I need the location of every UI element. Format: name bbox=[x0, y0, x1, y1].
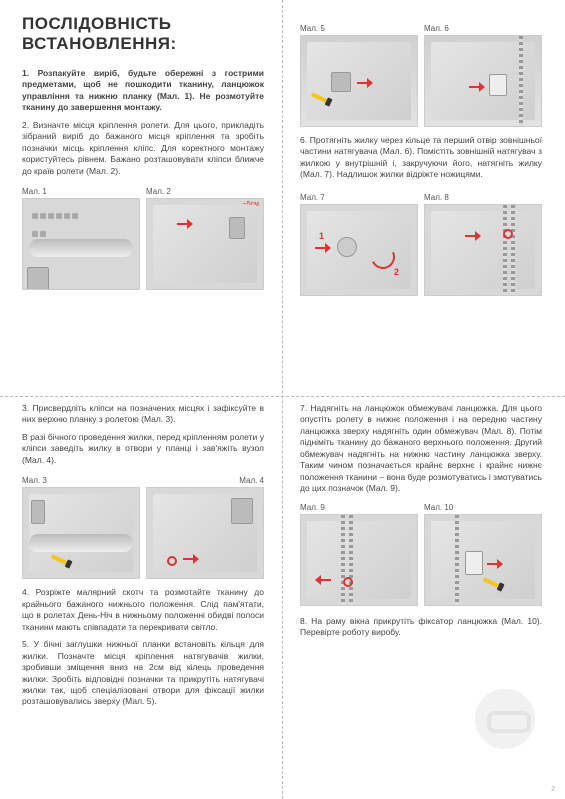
page-number: 2 bbox=[551, 786, 555, 793]
figure-6-illustration bbox=[424, 35, 542, 127]
step-3-text-a: 3. Присвердліть кліпси на позначених міс… bbox=[22, 403, 264, 426]
figures-row-5-6: Мал. 5 Мал. 6 bbox=[300, 24, 542, 127]
figure-3-illustration bbox=[22, 487, 140, 579]
figure-8-label: Мал. 8 bbox=[424, 193, 542, 202]
figure-7-illustration: 1 2 bbox=[300, 204, 418, 296]
step-2-text: 2. Визначте місця кріплення ролети. Для … bbox=[22, 120, 264, 177]
step-6-text: 6. Протягніть жилку через кільце та перш… bbox=[300, 135, 542, 181]
figure-1-label: Мал. 1 bbox=[22, 187, 140, 196]
figure-10-label: Мал. 10 bbox=[424, 503, 542, 512]
step-8-text: 8. На раму вікна прикрутіть фіксатор лан… bbox=[300, 616, 542, 639]
figure-5-label: Мал. 5 bbox=[300, 24, 418, 33]
figure-2-label: Мал. 2 bbox=[146, 187, 264, 196]
figures-row-3-4: Мал. 3 Мал. 4 bbox=[22, 476, 264, 579]
figure-2-illustration: ~5см bbox=[146, 198, 264, 290]
watermark-icon bbox=[475, 689, 535, 749]
figure-7-label: Мал. 7 bbox=[300, 193, 418, 202]
figure-6-label: Мал. 6 bbox=[424, 24, 542, 33]
page-title: ПОСЛІДОВНІСТЬ ВСТАНОВЛЕННЯ: bbox=[22, 14, 264, 54]
horizontal-divider bbox=[0, 396, 565, 397]
vertical-divider bbox=[282, 0, 283, 799]
figure-10-illustration bbox=[424, 514, 542, 606]
quadrant-bottom-left: 3. Присвердліть кліпси на позначених міс… bbox=[0, 389, 282, 799]
figure-9: Мал. 9 bbox=[300, 503, 418, 606]
figure-5: Мал. 5 bbox=[300, 24, 418, 127]
figure-8: Мал. 8 bbox=[424, 193, 542, 296]
step-4-text: 4. Розріжте малярний скотч та розмотайте… bbox=[22, 587, 264, 633]
step-3-text-b: В разі бічного проведення жилки, перед к… bbox=[22, 432, 264, 466]
figure-4: Мал. 4 bbox=[146, 476, 264, 579]
figure-10: Мал. 10 bbox=[424, 503, 542, 606]
figures-row-9-10: Мал. 9 Мал. 10 bbox=[300, 503, 542, 606]
step-5-text: 5. У бічні заглушки нижньої планки встан… bbox=[22, 639, 264, 708]
callout-1: 1 bbox=[319, 231, 324, 241]
figure-1: Мал. 1 bbox=[22, 187, 140, 290]
callout-2: 2 bbox=[394, 267, 399, 277]
quadrant-top-right: Мал. 5 Мал. 6 6. Протягніть жилку чере bbox=[282, 0, 564, 389]
figure-9-illustration bbox=[300, 514, 418, 606]
step-1-text: 1. Розпакуйте виріб, будьте обережні з г… bbox=[22, 68, 264, 114]
figure-8-illustration bbox=[424, 204, 542, 296]
figure-5-illustration bbox=[300, 35, 418, 127]
figure-6: Мал. 6 bbox=[424, 24, 542, 127]
quadrant-top-left: ПОСЛІДОВНІСТЬ ВСТАНОВЛЕННЯ: 1. Розпакуйт… bbox=[0, 0, 282, 389]
figures-row-7-8: Мал. 7 1 2 Мал. 8 bbox=[300, 193, 542, 296]
figure-2: Мал. 2 ~5см bbox=[146, 187, 264, 290]
figure-3: Мал. 3 bbox=[22, 476, 140, 579]
figure-4-illustration bbox=[146, 487, 264, 579]
figure-4-label: Мал. 4 bbox=[146, 476, 264, 485]
figure-3-label: Мал. 3 bbox=[22, 476, 140, 485]
figure-1-illustration bbox=[22, 198, 140, 290]
step-7-text: 7. Надягніть на ланцюжок обмежувачі ланц… bbox=[300, 403, 542, 495]
figures-row-1: Мал. 1 Мал. 2 ~5см bbox=[22, 187, 264, 290]
figure-9-label: Мал. 9 bbox=[300, 503, 418, 512]
figure-7: Мал. 7 1 2 bbox=[300, 193, 418, 296]
